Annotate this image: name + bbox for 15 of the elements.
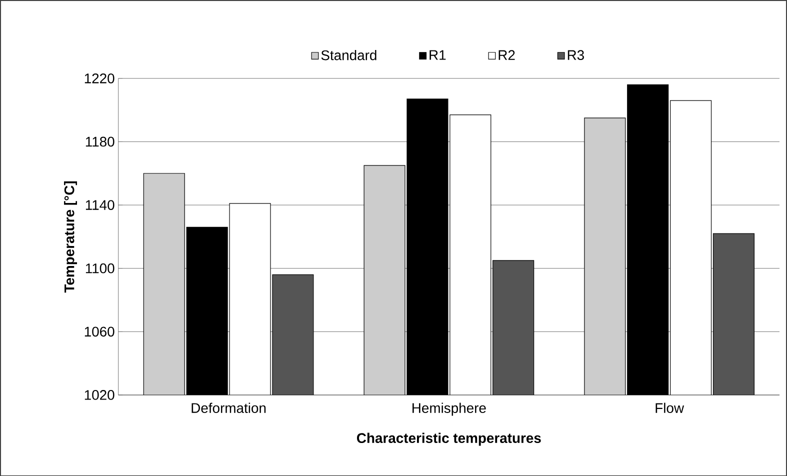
- y-tick-label: 1060: [84, 326, 114, 336]
- y-axis-title: Temperature [°C]: [64, 181, 78, 292]
- legend-label: Standard: [321, 50, 376, 60]
- x-axis-title: Characteristic temperatures: [356, 432, 541, 446]
- y-tick-label: 1020: [84, 390, 114, 400]
- x-tick-label: Flow: [656, 402, 684, 413]
- legend-label: R1: [430, 50, 446, 60]
- y-tick-label: 1140: [86, 200, 114, 210]
- legend-label: R2: [498, 50, 515, 60]
- legend-label: R3: [568, 50, 584, 60]
- y-tick-label: 1100: [86, 263, 114, 274]
- y-tick-label: 1180: [86, 136, 114, 146]
- y-tick-label: 1220: [84, 73, 114, 84]
- x-tick-label: Hemisphere: [412, 402, 486, 416]
- x-tick-label: Deformation: [192, 402, 266, 413]
